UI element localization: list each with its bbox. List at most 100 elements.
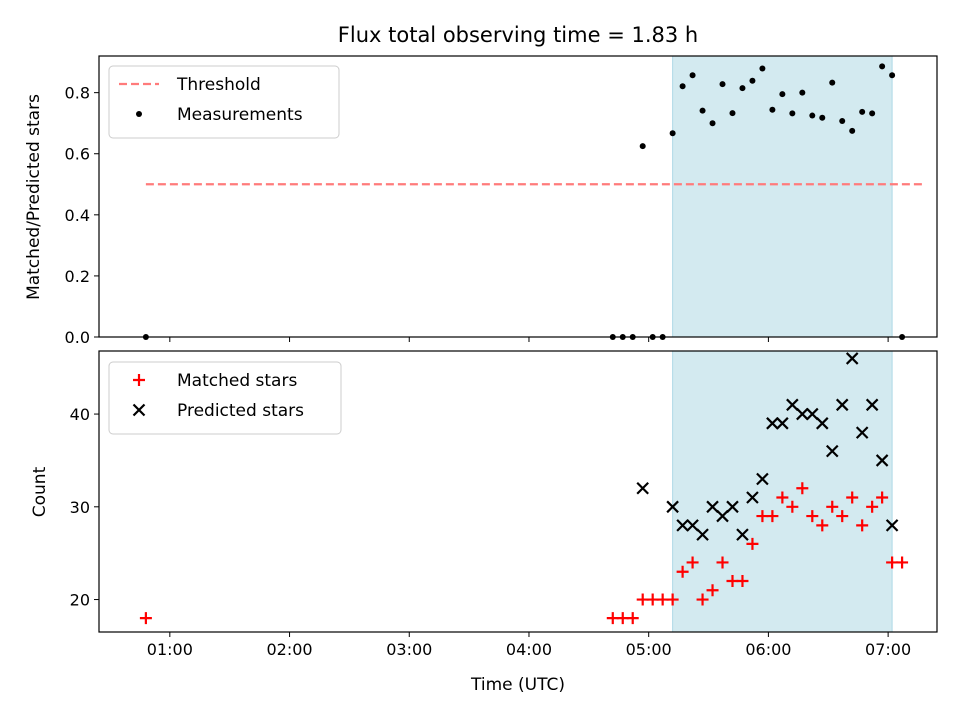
data-point bbox=[799, 89, 806, 96]
data-point bbox=[746, 491, 759, 504]
x-tick-label: 07:00 bbox=[865, 640, 911, 659]
data-point bbox=[806, 510, 819, 523]
data-point bbox=[865, 398, 879, 412]
y-tick-label: 40 bbox=[70, 405, 90, 424]
data-point bbox=[896, 556, 909, 569]
axes-frame bbox=[98, 55, 938, 338]
data-point bbox=[716, 556, 729, 569]
data-point bbox=[719, 81, 726, 88]
observing-span bbox=[672, 350, 893, 633]
data-point bbox=[879, 63, 886, 70]
data-point bbox=[866, 500, 879, 513]
data-point bbox=[839, 118, 846, 125]
data-point bbox=[849, 127, 856, 134]
y-axis-label-top: Matched/Predicted stars bbox=[24, 94, 44, 300]
data-point bbox=[639, 143, 646, 150]
legend-swatch bbox=[136, 111, 142, 117]
legend-swatch bbox=[132, 403, 146, 417]
data-point bbox=[706, 584, 719, 597]
y-tick-label: 0.4 bbox=[65, 206, 90, 225]
data-point bbox=[825, 444, 839, 458]
data-point bbox=[836, 510, 849, 523]
data-point bbox=[809, 112, 816, 119]
data-point bbox=[855, 426, 869, 439]
data-point bbox=[826, 500, 839, 513]
data-point bbox=[676, 519, 689, 532]
data-point bbox=[666, 593, 679, 606]
data-point bbox=[679, 83, 686, 90]
data-point bbox=[699, 107, 706, 114]
data-point bbox=[696, 593, 709, 606]
series-predicted-stars bbox=[636, 352, 899, 541]
data-point bbox=[139, 612, 152, 625]
data-point bbox=[709, 120, 716, 127]
data-point bbox=[706, 500, 719, 514]
data-point bbox=[736, 528, 749, 541]
data-point bbox=[859, 108, 866, 115]
x-tick-label: 06:00 bbox=[745, 640, 791, 659]
legend-swatch bbox=[133, 374, 145, 386]
y-tick-label: 0.0 bbox=[65, 328, 90, 347]
x-tick-label: 03:00 bbox=[386, 640, 432, 659]
data-point bbox=[875, 454, 889, 467]
data-point bbox=[835, 398, 849, 412]
data-point bbox=[776, 417, 789, 430]
bottom-axes: 01:00 02:00 03:00 04:00 05:00 06:00 07:00 20 30 4… bbox=[70, 350, 938, 659]
data-point bbox=[786, 500, 799, 513]
data-point bbox=[636, 481, 649, 495]
data-point bbox=[796, 407, 809, 421]
data-point bbox=[779, 91, 786, 98]
data-point bbox=[689, 72, 696, 79]
data-point bbox=[876, 491, 889, 504]
legend-label: Predicted stars bbox=[177, 401, 304, 421]
data-point bbox=[746, 537, 759, 550]
x-tick-label: 01:00 bbox=[147, 640, 193, 659]
legend-label: Measurements bbox=[177, 105, 303, 125]
data-point bbox=[669, 130, 676, 137]
legend-label: Threshold bbox=[176, 75, 261, 95]
y-tick-label: 20 bbox=[70, 591, 90, 610]
data-point bbox=[829, 79, 836, 86]
data-point bbox=[869, 110, 876, 117]
x-tick-label: 04:00 bbox=[506, 640, 552, 659]
x-tick-label: 02:00 bbox=[266, 640, 312, 659]
data-point bbox=[696, 528, 709, 541]
series-measurements bbox=[142, 63, 906, 340]
data-point bbox=[626, 612, 639, 625]
y-tick-label: 30 bbox=[70, 498, 90, 517]
data-point bbox=[816, 519, 829, 532]
data-point bbox=[686, 519, 699, 532]
axes-frame bbox=[98, 350, 938, 633]
x-tick-label: 05:00 bbox=[626, 640, 672, 659]
data-point bbox=[766, 510, 779, 523]
chart-title: Flux total observing time = 1.83 h bbox=[338, 23, 698, 47]
data-point bbox=[729, 110, 736, 117]
data-point bbox=[676, 565, 689, 578]
data-point bbox=[789, 110, 796, 117]
data-point bbox=[766, 417, 779, 430]
data-point bbox=[885, 519, 899, 532]
data-point bbox=[845, 352, 859, 365]
legend-label: Matched stars bbox=[177, 371, 297, 391]
data-point bbox=[846, 491, 859, 504]
data-point bbox=[666, 500, 679, 514]
data-point bbox=[806, 407, 819, 421]
data-point bbox=[759, 65, 766, 72]
y-tick-label: 0.6 bbox=[65, 145, 90, 164]
y-tick-label: 0.2 bbox=[65, 267, 90, 286]
data-point bbox=[686, 556, 699, 569]
data-point bbox=[756, 472, 769, 486]
observing-span bbox=[672, 55, 893, 338]
legend-box bbox=[108, 361, 342, 435]
data-point bbox=[776, 491, 789, 504]
data-point bbox=[769, 106, 776, 113]
data-point bbox=[736, 574, 749, 587]
data-point bbox=[749, 77, 756, 84]
data-point bbox=[889, 72, 896, 79]
y-axis-label-bottom: Count bbox=[30, 466, 50, 517]
data-point bbox=[726, 500, 739, 514]
y-tick-label: 0.8 bbox=[65, 84, 90, 103]
data-point bbox=[815, 417, 829, 430]
data-point bbox=[739, 85, 746, 92]
